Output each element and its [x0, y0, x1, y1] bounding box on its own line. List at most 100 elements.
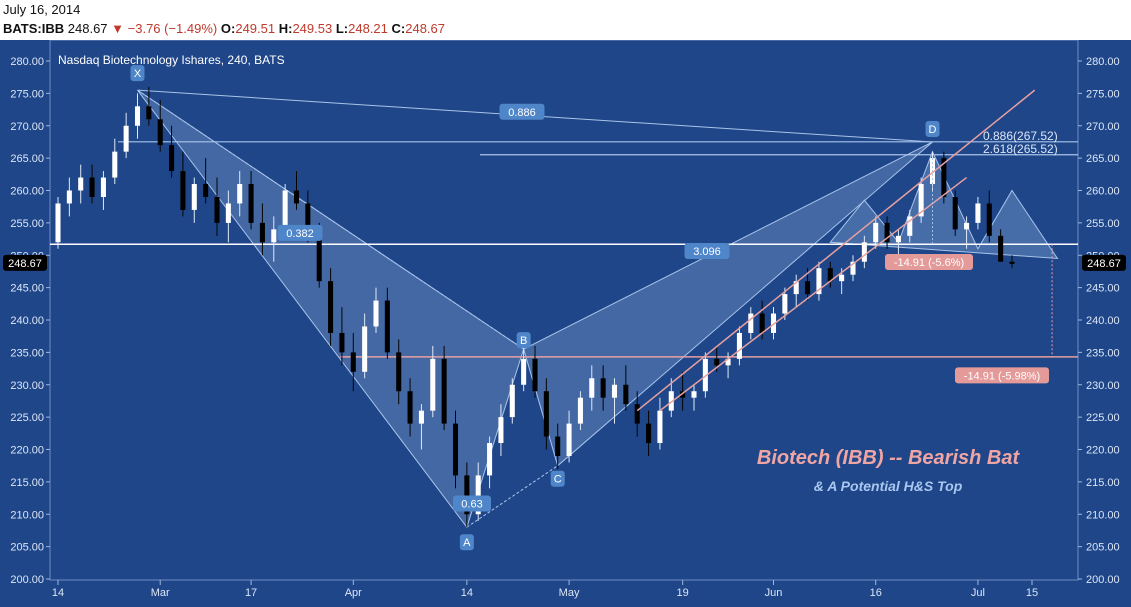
candle-body	[884, 222, 890, 243]
y-tick-label-right: 225.00	[1086, 412, 1120, 424]
candle	[396, 339, 402, 405]
candle-body	[986, 203, 992, 236]
point-label-c: C	[550, 470, 565, 487]
level-label-1: 2.618(265.52)	[983, 142, 1058, 156]
y-tick-label-right: 230.00	[1086, 380, 1120, 392]
candle	[362, 313, 368, 379]
candle-body	[169, 145, 175, 172]
measured-move-label-1-text: -14.91 (-5.98%)	[964, 370, 1040, 382]
candle-body	[123, 125, 129, 152]
ratio-label-1: 0.382	[277, 224, 323, 241]
candle	[657, 397, 663, 450]
x-tick-label: Apr	[345, 587, 362, 599]
candle-body	[952, 196, 958, 230]
y-tick-label-right: 245.00	[1086, 283, 1120, 295]
candle-body	[112, 151, 118, 178]
candle	[986, 190, 992, 243]
candle	[214, 177, 220, 236]
x-tick-label: Mar	[151, 587, 170, 599]
x-tick-label: 19	[677, 587, 689, 599]
candle-body	[646, 423, 652, 444]
candle-body	[407, 391, 413, 424]
candle	[907, 209, 913, 243]
candle-body	[362, 326, 368, 372]
y-tick-label-left: 260.00	[10, 186, 44, 198]
candle	[543, 378, 549, 450]
candle	[975, 196, 981, 230]
candle-body	[793, 281, 799, 295]
candle-body	[657, 410, 663, 444]
candle-body	[850, 261, 856, 275]
candle-body	[918, 184, 924, 217]
candle	[691, 384, 697, 411]
candle	[293, 171, 300, 210]
point-label-x-text: X	[134, 68, 142, 80]
chart-background	[0, 40, 1131, 607]
open-value: 249.51	[235, 21, 276, 36]
candle-body	[941, 158, 947, 197]
candle	[373, 287, 379, 333]
candle-body	[907, 216, 913, 236]
x-tick-label: 14	[461, 587, 473, 599]
candle	[418, 404, 424, 450]
point-label-d-text: D	[929, 124, 937, 136]
last-price-tag-left-text: 248.67	[8, 258, 42, 270]
candle-body	[305, 203, 311, 236]
ratio-label-3: 3.096	[684, 243, 730, 260]
candle-body	[78, 177, 84, 191]
candle	[1009, 255, 1015, 269]
last-price-tag-left-box	[3, 254, 47, 271]
point-label-c-box	[550, 470, 565, 487]
candle	[680, 371, 686, 411]
candle-body	[100, 177, 106, 197]
candle-body	[782, 294, 788, 314]
chart-title: Nasdaq Biotechnology Ishares, 240, BATS	[58, 53, 285, 67]
quote-header: July 16, 2014 BATS:IBB 248.67 ▼ −3.76 (−…	[0, 0, 1131, 40]
price-change: ▼ −3.76 (−1.49%)	[111, 21, 218, 36]
candle-body	[203, 184, 209, 197]
candle	[623, 365, 629, 411]
candle	[793, 274, 799, 308]
price-chart[interactable]: 280.00275.00270.00265.00260.00255.00250.…	[0, 40, 1131, 607]
candle-body	[736, 332, 742, 359]
y-tick-label-right: 255.00	[1086, 218, 1120, 230]
candle	[100, 171, 106, 210]
candle-body	[839, 274, 845, 282]
measured-move-label-0-text: -14.91 (-5.6%)	[894, 257, 964, 269]
last-price-tag-right-text: 248.67	[1087, 258, 1121, 270]
candle	[112, 138, 118, 185]
point-label-a-text: A	[463, 537, 471, 549]
candle	[180, 151, 186, 217]
measured-move-label-1: -14.91 (-5.98%)	[955, 367, 1049, 384]
candle	[328, 268, 334, 346]
candle-body	[452, 423, 459, 476]
candle-body	[975, 203, 981, 223]
symbol-label: BATS:IBB	[3, 21, 65, 36]
candle-body	[293, 190, 300, 204]
last-price-tag-left: 248.67	[3, 254, 47, 271]
line-xb	[137, 89, 524, 350]
candle	[577, 391, 583, 431]
candle-body	[577, 397, 583, 424]
y-tick-label-right: 200.00	[1086, 574, 1120, 586]
candle-body	[680, 391, 686, 398]
candle-body	[532, 358, 538, 392]
candle	[566, 410, 572, 463]
candle	[646, 410, 652, 456]
high-label: H:	[278, 21, 293, 36]
candle-body	[691, 391, 697, 398]
point-label-c-text: C	[554, 474, 562, 486]
candle-body	[895, 235, 901, 243]
last-price-tag-right: 248.67	[1082, 254, 1126, 271]
candle-body	[282, 190, 288, 230]
point-label-b-box	[516, 332, 531, 349]
y-tick-label-left: 280.00	[10, 56, 44, 68]
candle-body	[998, 235, 1004, 262]
candle-body	[668, 391, 674, 411]
point-label-x-box	[130, 65, 145, 82]
last-price: 248.67	[67, 21, 108, 36]
high-value: 249.53	[292, 21, 333, 36]
candle-body	[214, 196, 220, 223]
candle-body	[441, 358, 447, 424]
candle	[464, 462, 470, 528]
